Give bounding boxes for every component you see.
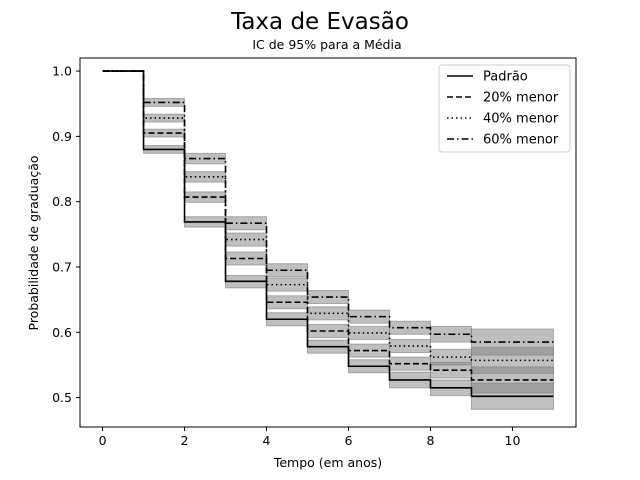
legend-label: Padrão <box>483 70 528 85</box>
y-tick-label: 0.7 <box>52 259 72 274</box>
legend-label: 40% menor <box>483 112 559 127</box>
y-tick-label: 1.0 <box>52 64 72 79</box>
series-line <box>102 70 554 362</box>
y-axis-ticks: 0.5 0.6 0.7 0.8 0.9 1.0 <box>52 64 80 405</box>
x-tick-label: 0 <box>99 433 107 448</box>
legend: Padrão 20% menor 40% menor 60% menor <box>438 64 571 153</box>
chart-subtitle: IC de 95% para a Média <box>252 37 401 52</box>
series-lines <box>102 70 554 398</box>
y-tick-label: 0.6 <box>52 325 72 340</box>
legend-label: 60% menor <box>483 133 559 148</box>
x-tick-label: 10 <box>505 433 521 448</box>
x-axis-ticks: 0 2 4 6 8 10 <box>99 427 521 448</box>
series-line <box>102 70 554 381</box>
legend-frame <box>438 64 571 153</box>
legend-label: 20% menor <box>483 91 559 106</box>
x-tick-label: 6 <box>345 433 353 448</box>
x-tick-label: 2 <box>181 433 189 448</box>
y-tick-label: 0.5 <box>52 390 72 405</box>
x-axis-label: Tempo (em anos) <box>273 455 382 470</box>
y-tick-label: 0.9 <box>52 129 72 144</box>
chart-title: Taxa de Evasão <box>230 9 409 35</box>
ci-band <box>388 320 431 335</box>
plot-area-frame <box>79 57 577 428</box>
series-line <box>102 70 554 343</box>
y-axis-label: Probabilidade de graduação <box>26 156 41 331</box>
y-tick-label: 0.8 <box>52 194 72 209</box>
ci-band <box>388 338 431 354</box>
x-tick-label: 4 <box>263 433 271 448</box>
ci-band <box>470 328 554 356</box>
x-tick-label: 8 <box>427 433 435 448</box>
